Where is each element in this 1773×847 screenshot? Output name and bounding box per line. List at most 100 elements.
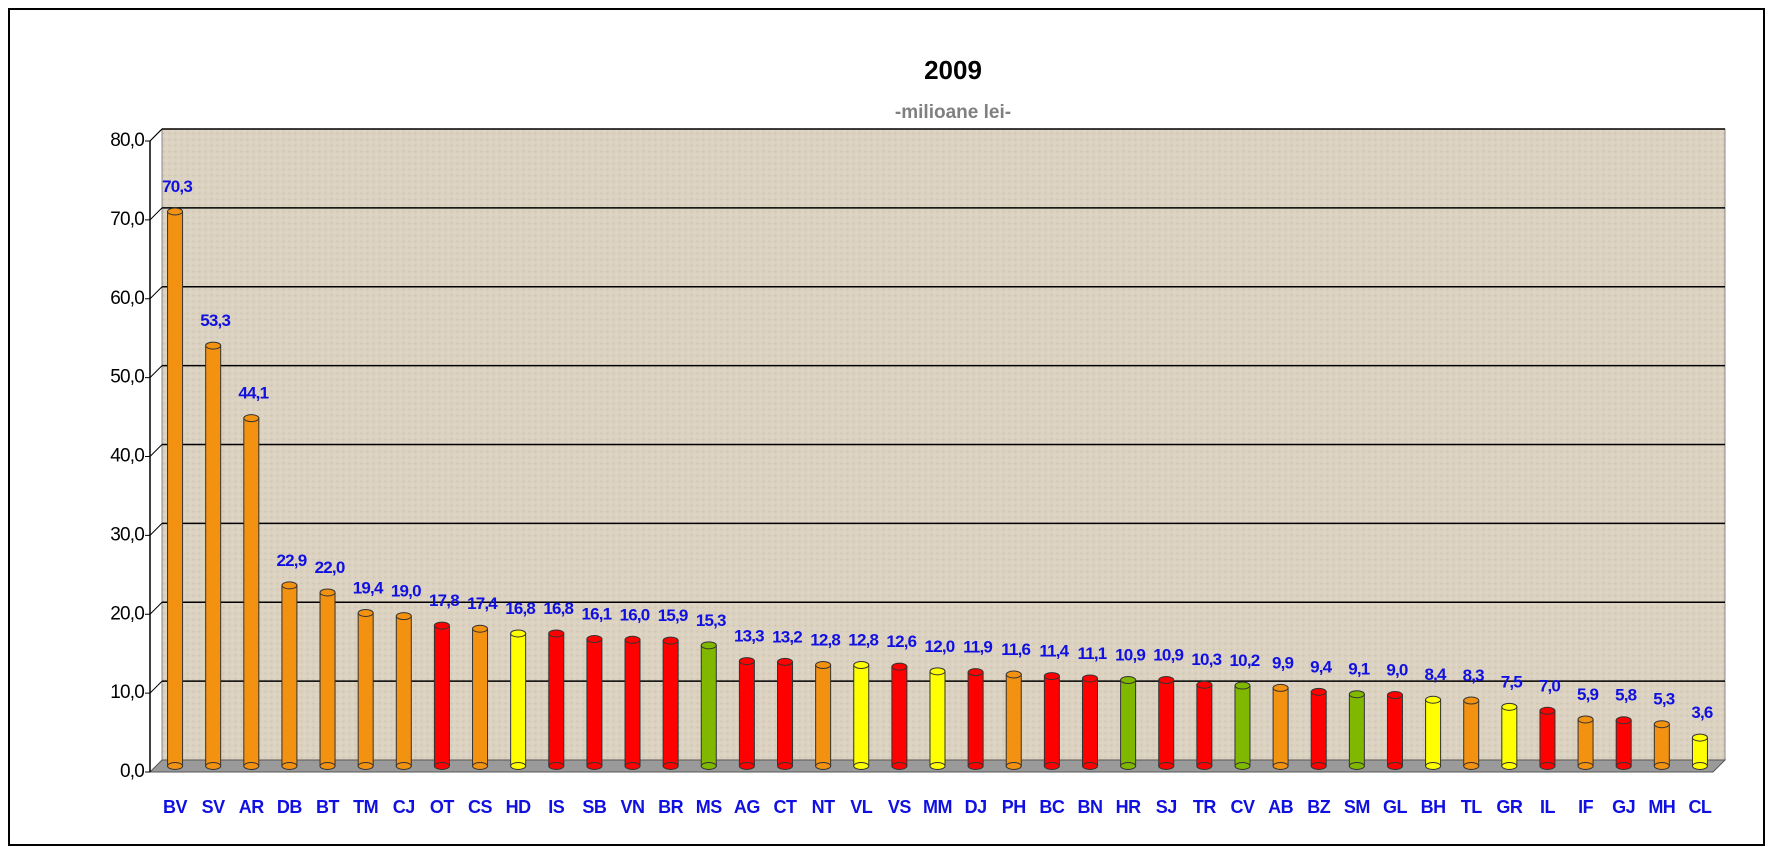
- bar: [1615, 719, 1632, 767]
- y-tick-label: 50,0: [110, 367, 144, 388]
- value-label: 15,3: [696, 611, 726, 630]
- value-label: 44,1: [238, 384, 268, 403]
- bar-top: [1653, 720, 1670, 729]
- bar-base: [319, 762, 336, 770]
- bar: [281, 584, 298, 767]
- y-tick-label: 80,0: [110, 130, 144, 151]
- value-label: 7,5: [1501, 672, 1523, 691]
- x-tick-label: VL: [850, 797, 873, 817]
- x-tick-label: BH: [1421, 797, 1446, 817]
- value-label: 11,4: [1039, 642, 1069, 661]
- chart-subtitle: -milioane lei-: [895, 102, 1011, 123]
- bar-base: [1463, 762, 1480, 770]
- bar-top: [1234, 681, 1251, 690]
- bar-base: [662, 762, 679, 770]
- bar-base: [1386, 762, 1403, 770]
- value-label: 9,0: [1386, 660, 1408, 679]
- bar-top: [205, 341, 222, 350]
- bar-top: [815, 661, 832, 670]
- bar-top: [967, 668, 984, 677]
- bar-top: [548, 629, 565, 638]
- x-tick-label: CJ: [393, 797, 415, 817]
- x-tick-label: SV: [202, 797, 226, 817]
- value-label: 19,0: [391, 582, 421, 601]
- bar-base: [700, 762, 717, 770]
- bar-top: [1196, 680, 1213, 689]
- bar-base: [624, 762, 641, 770]
- bar-base: [1234, 762, 1251, 770]
- bar: [738, 660, 755, 767]
- x-tick-label: SJ: [1156, 797, 1177, 817]
- x-tick-label: PH: [1002, 797, 1026, 817]
- bar: [548, 632, 565, 767]
- bar: [319, 591, 336, 767]
- value-label: 22,0: [315, 558, 345, 577]
- x-tick-label: IS: [548, 797, 565, 817]
- bar-top: [1386, 691, 1403, 700]
- x-tick-label: NT: [812, 797, 835, 817]
- bar-top: [1158, 676, 1175, 685]
- grid-line-depth: [149, 207, 163, 221]
- x-tick-label: SM: [1344, 797, 1370, 817]
- bar-top: [243, 414, 260, 423]
- bar-top: [1348, 690, 1365, 699]
- x-tick-label: TR: [1193, 797, 1216, 817]
- bar-base: [929, 762, 946, 770]
- bar-top: [1043, 672, 1060, 681]
- bar-top: [319, 588, 336, 597]
- bar-base: [205, 762, 222, 770]
- bar: [205, 345, 222, 767]
- x-tick-label: GR: [1496, 797, 1523, 817]
- grid-line-depth: [149, 680, 163, 694]
- value-label: 11,6: [1001, 640, 1030, 659]
- bar: [1272, 687, 1289, 767]
- bar-base: [1501, 762, 1518, 770]
- bar-top: [433, 621, 450, 630]
- bar: [1501, 706, 1518, 767]
- bar-top: [1425, 695, 1442, 704]
- y-tick-label: 30,0: [110, 524, 144, 545]
- value-label: 7,0: [1539, 676, 1561, 695]
- bar-base: [433, 762, 450, 770]
- x-tick-label: BC: [1039, 797, 1064, 817]
- bar-base: [1691, 762, 1708, 770]
- x-tick-label: MM: [923, 797, 952, 817]
- bar: [700, 644, 717, 767]
- bar-base: [1348, 762, 1365, 770]
- value-label: 13,3: [734, 627, 764, 646]
- x-tick-label: TL: [1461, 797, 1482, 817]
- bar-base: [1158, 762, 1175, 770]
- bar-base: [815, 762, 832, 770]
- bar-top: [1463, 696, 1480, 705]
- bar-base: [1577, 762, 1594, 770]
- bar: [815, 664, 832, 767]
- value-label: 9,1: [1348, 660, 1370, 679]
- bar-base: [1615, 762, 1632, 770]
- bar-base: [738, 762, 755, 770]
- x-tick-label: BV: [163, 797, 187, 817]
- x-tick-label: BZ: [1307, 797, 1330, 817]
- bar: [1691, 737, 1708, 767]
- bar-top: [395, 612, 412, 621]
- y-tick-label: 70,0: [110, 209, 144, 230]
- x-tick-label: CT: [774, 797, 797, 817]
- value-label: 9,9: [1272, 653, 1294, 672]
- x-tick-label: BR: [658, 797, 683, 817]
- bar-top: [1272, 683, 1289, 692]
- bar-base: [1196, 762, 1213, 770]
- bar: [586, 638, 603, 767]
- bar: [1081, 677, 1098, 767]
- bar-top: [891, 662, 908, 671]
- bar-top: [700, 641, 717, 650]
- x-tick-label: MS: [696, 797, 722, 817]
- value-label: 22,9: [276, 551, 306, 570]
- bar: [1120, 679, 1137, 767]
- grid-line-depth: [149, 444, 163, 457]
- x-tick-label: VN: [621, 797, 645, 817]
- value-label: 12,8: [848, 631, 878, 650]
- bar-top: [1310, 687, 1327, 696]
- value-label: 53,3: [200, 311, 230, 330]
- x-tick-label: HR: [1116, 797, 1141, 817]
- bar-base: [1425, 762, 1442, 770]
- x-tick-label: AG: [734, 797, 760, 817]
